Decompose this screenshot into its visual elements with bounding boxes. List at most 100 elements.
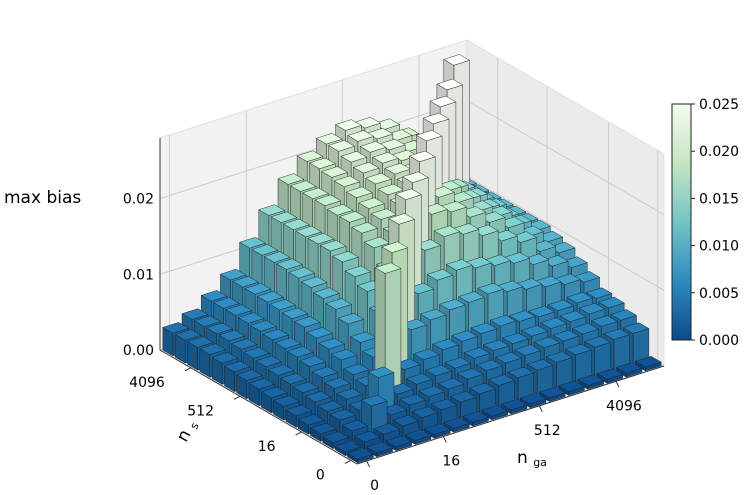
bar-top-face <box>326 204 354 216</box>
bar-top-face <box>424 423 451 435</box>
bar-top-face <box>199 343 226 355</box>
bar-10-0 <box>539 386 566 402</box>
bar-top-face <box>239 237 266 249</box>
y-tick-mark <box>295 431 302 436</box>
bar-top-face <box>287 346 314 358</box>
bar-top-face <box>596 368 624 380</box>
bar-top-face <box>559 310 587 322</box>
bar-top-face <box>330 348 358 361</box>
bar-top-face <box>509 310 536 322</box>
bar-top-face <box>469 382 496 395</box>
bar-top-face <box>433 225 461 237</box>
bar-4-0 <box>424 423 451 439</box>
bar-top-face <box>343 363 370 375</box>
bar-top-face <box>244 283 272 295</box>
bar-top-face <box>285 404 313 417</box>
bar-top-face <box>418 385 445 397</box>
bar-top-face <box>489 314 517 327</box>
y-axis-title: n s <box>173 420 202 445</box>
bar-top-face <box>444 357 471 369</box>
bar-11-0 <box>558 380 585 396</box>
bar-top-face <box>381 241 408 253</box>
bar-top-face <box>507 366 534 379</box>
bar-top-face <box>313 287 340 299</box>
bar-top-face <box>635 356 662 368</box>
y-tick-label: 4096 <box>129 375 165 391</box>
bar-top-face <box>336 388 363 400</box>
bar-top-face <box>273 395 300 407</box>
bar-top-face <box>258 204 285 216</box>
bar-top-face <box>296 150 324 162</box>
y-tick-label: 16 <box>258 439 276 455</box>
bar-top-face <box>270 211 298 223</box>
bar-top-face <box>162 322 189 334</box>
bar-top-face <box>488 374 515 386</box>
svg-text:n ga: n ga <box>517 448 547 469</box>
x-tick-label: 4096 <box>606 398 642 414</box>
bar-top-face <box>367 366 395 378</box>
bar-top-face <box>351 222 378 234</box>
bar-top-face <box>322 431 349 443</box>
x-tick-label: 0 <box>370 478 379 494</box>
bar-top-face <box>370 208 398 220</box>
bar-top-face <box>388 213 415 225</box>
bar-top-face <box>615 362 643 374</box>
bar-top-face <box>546 351 573 363</box>
bar-top-face <box>281 307 309 319</box>
bar-top-face <box>292 381 319 393</box>
bar-top-face <box>409 150 436 163</box>
bar-top-face <box>304 391 332 403</box>
bar-top-face <box>404 429 432 441</box>
x-axis-title: n ga <box>517 448 547 469</box>
y-tick-label: 0 <box>316 467 325 483</box>
bar-top-face <box>483 339 510 351</box>
bar-top-face <box>224 360 251 373</box>
z-grid-side-2 <box>466 100 665 215</box>
bar-top-face <box>300 276 328 288</box>
bar-top-face <box>413 348 440 360</box>
bar-top-face <box>243 347 270 359</box>
z-grid-back-2 <box>159 100 468 200</box>
bar-top-face <box>267 364 295 376</box>
x-axis-line <box>356 365 665 465</box>
bar-top-face <box>261 386 288 399</box>
x-axis-title-sub: ga <box>533 456 547 469</box>
colorbar-tick-label: 0.020 <box>699 144 739 160</box>
bar-top-face <box>321 166 348 178</box>
bar-14-0 <box>615 362 643 378</box>
bar-top-face <box>577 374 604 386</box>
bar-top-face <box>591 315 618 327</box>
bar-9-0 <box>519 392 547 408</box>
y-tick-mark <box>344 459 352 464</box>
bar-top-face <box>347 447 374 460</box>
y-axis-title-sub: s <box>187 420 201 431</box>
bar-top-face <box>269 298 296 311</box>
bar-top-face <box>439 298 466 311</box>
bar-top-face <box>372 152 399 164</box>
bar-top-face <box>610 309 637 321</box>
bar-top-face <box>432 338 459 351</box>
colorbar-rect <box>671 103 692 341</box>
bar-top-face <box>392 414 419 427</box>
bar-top-face <box>251 244 278 256</box>
bar-top-face <box>334 440 362 453</box>
bar-top-face <box>236 369 263 381</box>
bar-top-face <box>302 187 329 199</box>
bar-8-0 <box>500 398 528 415</box>
y-axis-line <box>159 349 358 465</box>
bar-top-face <box>373 423 400 435</box>
bar-top-face <box>353 161 380 174</box>
bar-top-face <box>481 405 508 417</box>
bar-top-face <box>436 78 463 91</box>
bar-top-face <box>276 258 303 270</box>
x-tick-mark <box>442 436 447 443</box>
bar-top-face <box>277 173 305 185</box>
bar-top-face <box>237 312 265 324</box>
x-tick-mark <box>366 460 371 468</box>
x-axis-title-main: n <box>517 448 528 468</box>
bar-top-face <box>225 304 252 316</box>
bar-top-face <box>213 297 240 309</box>
x-tick-label: 512 <box>534 423 561 439</box>
bar-top-face <box>558 380 585 392</box>
bar-0-0 <box>347 447 374 464</box>
